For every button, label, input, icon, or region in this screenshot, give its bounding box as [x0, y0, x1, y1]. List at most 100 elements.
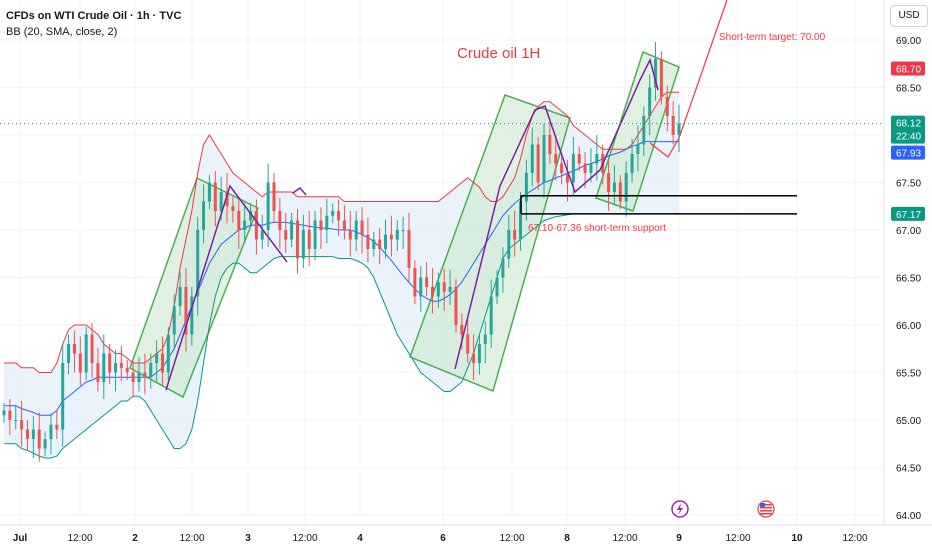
candle-body[interactable]: [607, 173, 611, 192]
candle-body[interactable]: [125, 367, 129, 373]
candle-body[interactable]: [560, 163, 564, 174]
candle-body[interactable]: [319, 220, 323, 231]
candle-body[interactable]: [595, 154, 599, 164]
candle-body[interactable]: [160, 353, 164, 373]
candle-body[interactable]: [571, 154, 575, 183]
candle-body[interactable]: [207, 182, 211, 202]
candle-body[interactable]: [342, 220, 346, 231]
lightning-event-icon[interactable]: [671, 500, 689, 518]
candle-body[interactable]: [114, 363, 118, 373]
candle-body[interactable]: [108, 353, 112, 373]
candle-body[interactable]: [659, 59, 663, 97]
candle-body[interactable]: [272, 182, 276, 212]
candle-body[interactable]: [636, 144, 640, 155]
candle-body[interactable]: [137, 372, 141, 383]
candle-body[interactable]: [14, 420, 18, 421]
candle-body[interactable]: [378, 239, 382, 250]
candle-body[interactable]: [348, 230, 352, 240]
candle-body[interactable]: [583, 163, 587, 174]
us-flag-event-icon[interactable]: [757, 500, 775, 518]
indicator-label[interactable]: BB (20, SMA, close, 2): [6, 26, 118, 38]
candle-body[interactable]: [436, 282, 440, 297]
candle-body[interactable]: [454, 287, 458, 325]
candle-body[interactable]: [196, 230, 200, 297]
candle-body[interactable]: [354, 220, 358, 240]
candle-body[interactable]: [49, 424, 53, 439]
target-projection-line[interactable]: [649, 0, 728, 158]
pattern-line-2[interactable]: [292, 186, 307, 196]
candle-body[interactable]: [618, 182, 622, 202]
candle-body[interactable]: [577, 154, 581, 164]
candle-body[interactable]: [202, 201, 206, 231]
candle-body[interactable]: [554, 154, 558, 164]
candle-body[interactable]: [665, 97, 669, 116]
candle-body[interactable]: [61, 363, 65, 430]
candle-body[interactable]: [642, 116, 646, 145]
candle-body[interactable]: [84, 334, 88, 373]
candle-body[interactable]: [219, 192, 223, 211]
candle-body[interactable]: [366, 234, 370, 249]
candle-body[interactable]: [495, 277, 499, 297]
candle-body[interactable]: [43, 439, 47, 449]
candle-body[interactable]: [8, 410, 12, 421]
candle-body[interactable]: [149, 363, 153, 378]
candle-body[interactable]: [331, 211, 335, 216]
candle-body[interactable]: [102, 353, 106, 383]
candle-body[interactable]: [477, 344, 481, 363]
candle-body[interactable]: [184, 287, 188, 335]
candle-body[interactable]: [425, 277, 429, 288]
candle-body[interactable]: [565, 173, 569, 183]
candle-body[interactable]: [307, 230, 311, 249]
candle-body[interactable]: [448, 287, 452, 292]
candle-body[interactable]: [249, 211, 253, 221]
pattern-line-1[interactable]: [165, 184, 288, 391]
candle-body[interactable]: [524, 173, 528, 202]
candle-body[interactable]: [630, 154, 634, 173]
candle-body[interactable]: [542, 135, 546, 183]
pattern-line-3[interactable]: [454, 57, 659, 370]
candle-body[interactable]: [360, 220, 364, 235]
candle-body[interactable]: [20, 420, 24, 430]
candle-body[interactable]: [677, 123, 681, 135]
candle-body[interactable]: [624, 173, 628, 202]
candle-body[interactable]: [430, 287, 434, 297]
candle-body[interactable]: [472, 353, 476, 364]
candle-body[interactable]: [671, 116, 675, 135]
candle-body[interactable]: [178, 287, 182, 306]
candle-body[interactable]: [384, 234, 388, 249]
candle-body[interactable]: [260, 230, 264, 240]
candle-body[interactable]: [442, 282, 446, 292]
candle-body[interactable]: [466, 334, 470, 354]
candle-body[interactable]: [372, 239, 376, 250]
candle-body[interactable]: [489, 296, 493, 335]
candle-body[interactable]: [155, 353, 159, 364]
candle-body[interactable]: [243, 220, 247, 231]
candle-body[interactable]: [172, 306, 176, 335]
candle-body[interactable]: [266, 182, 270, 231]
candle-body[interactable]: [37, 429, 41, 449]
candle-body[interactable]: [25, 429, 29, 440]
candle-body[interactable]: [213, 182, 217, 212]
candle-body[interactable]: [301, 230, 305, 259]
candle-body[interactable]: [483, 334, 487, 345]
candle-body[interactable]: [589, 163, 593, 174]
candle-body[interactable]: [225, 192, 229, 207]
candle-body[interactable]: [55, 424, 59, 430]
candle-body[interactable]: [389, 234, 393, 240]
candle-body[interactable]: [413, 268, 417, 297]
candle-body[interactable]: [254, 211, 258, 240]
candle-body[interactable]: [96, 363, 100, 382]
candle-body[interactable]: [131, 372, 135, 383]
candle-body[interactable]: [31, 429, 35, 440]
candle-body[interactable]: [513, 230, 517, 240]
candle-body[interactable]: [72, 344, 76, 354]
candle-body[interactable]: [536, 144, 540, 183]
candle-body[interactable]: [337, 211, 341, 221]
candle-body[interactable]: [519, 201, 523, 240]
candle-body[interactable]: [313, 220, 317, 250]
candle-body[interactable]: [530, 144, 534, 174]
candle-body[interactable]: [395, 230, 399, 240]
candle-body[interactable]: [284, 230, 288, 240]
candle-body[interactable]: [507, 230, 511, 259]
